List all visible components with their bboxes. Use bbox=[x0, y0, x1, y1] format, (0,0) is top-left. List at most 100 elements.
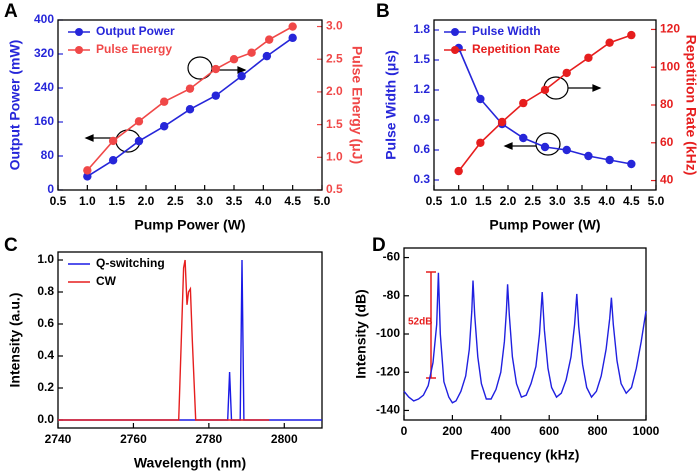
y2-tick-label: 1.0 bbox=[326, 149, 343, 163]
plot-frame bbox=[57, 251, 323, 429]
x-tick-label: 600 bbox=[539, 424, 559, 438]
arrow-head bbox=[503, 142, 513, 150]
panel-label: A bbox=[4, 1, 18, 22]
y2-tick-label: 120 bbox=[660, 22, 680, 36]
arrow-head bbox=[592, 84, 602, 92]
y-axis-label: Intensity (a.u.) bbox=[7, 293, 23, 388]
panel-label: C bbox=[4, 235, 18, 256]
data-point bbox=[211, 91, 221, 100]
annotations bbox=[84, 56, 602, 379]
data-point bbox=[497, 117, 507, 127]
x-tick-label: 1000 bbox=[633, 424, 660, 438]
legend-label: CW bbox=[96, 274, 117, 288]
y-tick-label: 160 bbox=[34, 114, 54, 128]
data-point bbox=[627, 30, 636, 40]
x-tick-label: 2.0 bbox=[138, 194, 155, 208]
x-tick-label: 800 bbox=[588, 424, 608, 438]
data-point bbox=[519, 133, 528, 143]
y2-tick-label: 60 bbox=[660, 135, 674, 149]
panel-label: B bbox=[376, 1, 390, 22]
circle-marker bbox=[187, 56, 213, 80]
y-tick-label: 1.5 bbox=[413, 52, 430, 66]
data-point bbox=[108, 156, 118, 165]
data-point bbox=[540, 85, 550, 95]
data-point bbox=[562, 145, 571, 155]
x-tick-label: 5.0 bbox=[314, 194, 331, 208]
y-tick-label: 0.8 bbox=[37, 284, 54, 298]
y2-tick-label: 100 bbox=[660, 59, 680, 73]
y2-axis-label: Pulse Energy (μJ) bbox=[349, 46, 365, 164]
legend-marker bbox=[451, 46, 459, 54]
x-tick-label: 1.0 bbox=[79, 194, 96, 208]
data-line bbox=[403, 272, 647, 404]
x-tick-label: 0 bbox=[401, 424, 408, 438]
y-tick-label: 0.2 bbox=[37, 380, 54, 394]
data-point bbox=[247, 48, 256, 57]
data-point bbox=[237, 71, 246, 81]
x-axis-label: Pump Power (W) bbox=[134, 217, 245, 233]
x-tick-label: 2760 bbox=[120, 432, 147, 446]
data-point bbox=[83, 166, 92, 175]
annotation: 52dB bbox=[408, 317, 432, 328]
data-point bbox=[134, 136, 144, 146]
arrow-head bbox=[84, 134, 94, 142]
y-tick-label: 0 bbox=[47, 182, 54, 196]
y-tick-label: 400 bbox=[34, 12, 54, 26]
x-tick-label: 200 bbox=[442, 424, 462, 438]
y2-tick-label: 0.5 bbox=[326, 182, 343, 196]
arrow-head bbox=[237, 66, 247, 74]
y-tick-label: 1.8 bbox=[413, 22, 430, 36]
y2-tick-label: 80 bbox=[660, 97, 674, 111]
legend-label: Q-switching bbox=[96, 256, 165, 270]
x-axis-label: Wavelength (nm) bbox=[134, 455, 246, 471]
x-tick-label: 2.5 bbox=[167, 194, 184, 208]
x-tick-label: 5.0 bbox=[648, 194, 665, 208]
bracket bbox=[426, 271, 436, 379]
plot-frame bbox=[433, 19, 657, 191]
data-point bbox=[476, 94, 485, 104]
y-tick-label: 0.4 bbox=[37, 348, 54, 362]
y-tick-label: 0.3 bbox=[413, 172, 430, 186]
legend-marker bbox=[75, 46, 83, 54]
legend-label: Pulse Width bbox=[472, 24, 541, 38]
data-point bbox=[159, 97, 169, 106]
x-tick-label: 400 bbox=[491, 424, 511, 438]
y-axis-label: Intensity (dB) bbox=[353, 289, 369, 378]
data-point bbox=[562, 68, 571, 78]
x-tick-label: 4.5 bbox=[284, 194, 301, 208]
data-point bbox=[627, 159, 636, 169]
y2-tick-label: 3.0 bbox=[326, 19, 343, 33]
y-axis-label: Output Power (mW) bbox=[7, 40, 23, 171]
x-tick-label: 2.5 bbox=[524, 194, 541, 208]
x-tick-label: 4.0 bbox=[255, 194, 272, 208]
data-point bbox=[605, 38, 614, 47]
data-point bbox=[108, 136, 118, 146]
data-point bbox=[605, 155, 614, 165]
plot-frame bbox=[403, 247, 647, 421]
data-point bbox=[584, 53, 593, 62]
x-tick-label: 3.5 bbox=[226, 194, 243, 208]
y2-tick-label: 1.5 bbox=[326, 117, 343, 131]
data-point bbox=[288, 33, 297, 43]
legend-label: Repetition Rate bbox=[472, 42, 560, 56]
plot-frame bbox=[57, 19, 323, 191]
data-point bbox=[262, 51, 272, 61]
x-tick-label: 1.0 bbox=[450, 194, 467, 208]
y-tick-label: 0.0 bbox=[37, 412, 54, 426]
y-tick-label: 0.9 bbox=[413, 112, 430, 126]
data-point bbox=[185, 105, 195, 114]
x-tick-label: 3.0 bbox=[196, 194, 213, 208]
y-tick-label: 320 bbox=[34, 46, 54, 60]
y-axis-label: Pulse Width (μs) bbox=[383, 50, 399, 160]
x-tick-label: 2780 bbox=[196, 432, 223, 446]
data-point bbox=[584, 151, 593, 161]
x-tick-label: 2740 bbox=[45, 432, 72, 446]
y-tick-label: -120 bbox=[376, 364, 400, 378]
y-tick-label: 0.6 bbox=[37, 316, 54, 330]
legend-marker bbox=[75, 28, 83, 36]
data-point bbox=[454, 166, 463, 176]
y-tick-label: 0.6 bbox=[413, 142, 430, 156]
data-point bbox=[83, 172, 92, 181]
x-tick-label: 0.5 bbox=[426, 194, 443, 208]
